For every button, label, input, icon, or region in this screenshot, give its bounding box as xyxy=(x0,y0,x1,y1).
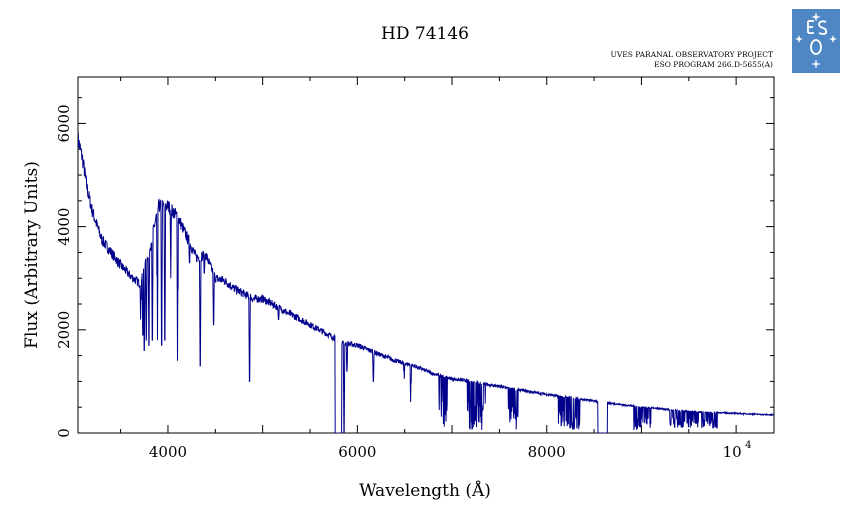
y-tick-label: 2000 xyxy=(55,311,73,349)
axis-ticks xyxy=(78,77,774,434)
x-axis-label: Wavelength (Å) xyxy=(359,480,491,501)
plot-frame xyxy=(77,76,775,434)
project-line-2: ESO PROGRAM 266.D-5655(A) xyxy=(654,60,773,69)
x-tick-label: 4000 xyxy=(149,443,187,461)
y-tick-label: 6000 xyxy=(55,104,73,142)
x-tick-label: 8000 xyxy=(528,443,566,461)
eso-logo xyxy=(792,9,840,73)
plot-area xyxy=(78,132,774,433)
project-line-1: UVES PARANAL OBSERVATORY PROJECT xyxy=(611,50,773,59)
y-axis-label: Flux (Arbitrary Units) xyxy=(22,161,42,349)
x-tick-labels: 4000 6000 8000 10 4 xyxy=(149,440,752,461)
x-tick-label: 6000 xyxy=(338,443,376,461)
chart-title: HD 74146 xyxy=(381,24,469,44)
y-tick-label: 0 xyxy=(55,428,73,438)
y-tick-label: 4000 xyxy=(55,208,73,246)
y-tick-labels: 0 2000 4000 6000 xyxy=(55,104,73,437)
x-tick-label: 10 xyxy=(723,443,742,461)
x-tick-label-exponent: 4 xyxy=(745,440,751,451)
spectrum-series-line xyxy=(78,132,774,433)
